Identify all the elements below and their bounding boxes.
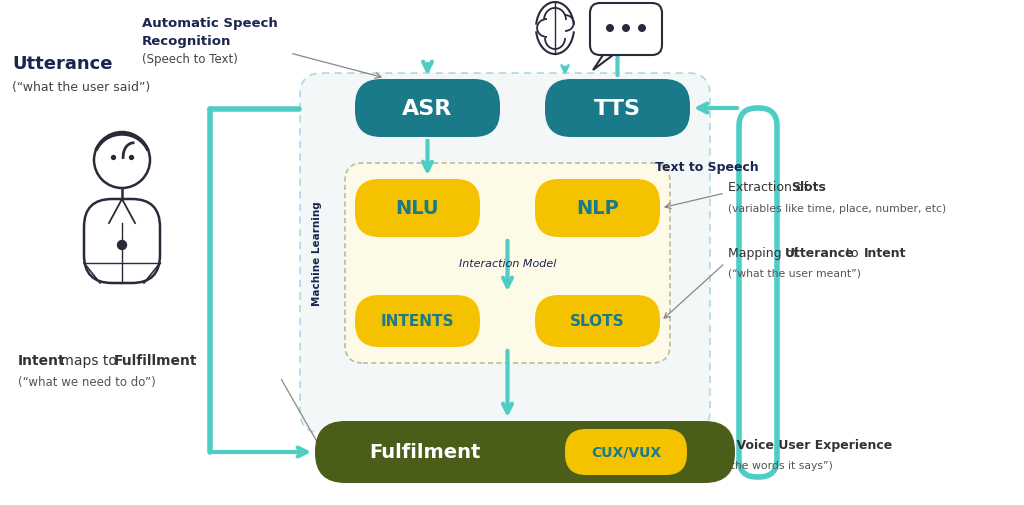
Text: Utterance: Utterance: [12, 55, 113, 73]
Text: INTENTS: INTENTS: [381, 314, 455, 329]
Text: (“how it sounds and the words it says”): (“how it sounds and the words it says”): [618, 460, 833, 470]
FancyBboxPatch shape: [545, 80, 690, 138]
Text: (Speech to Text): (Speech to Text): [142, 54, 238, 66]
Text: Mapping of: Mapping of: [728, 247, 802, 260]
FancyBboxPatch shape: [355, 295, 480, 347]
Text: SLOTS: SLOTS: [570, 314, 625, 329]
Text: Intent: Intent: [18, 354, 66, 367]
Text: Conversational / Voice User Experience: Conversational / Voice User Experience: [618, 439, 892, 451]
Text: Utterance: Utterance: [784, 247, 854, 260]
Text: Automatic Speech: Automatic Speech: [142, 18, 278, 30]
FancyBboxPatch shape: [535, 180, 660, 237]
Text: Machine Learning: Machine Learning: [312, 201, 322, 306]
FancyBboxPatch shape: [300, 74, 710, 433]
Text: Fulfilment: Fulfilment: [370, 442, 480, 462]
Polygon shape: [593, 56, 613, 71]
FancyBboxPatch shape: [590, 4, 662, 56]
FancyBboxPatch shape: [84, 199, 160, 283]
FancyBboxPatch shape: [355, 180, 480, 237]
Circle shape: [622, 25, 630, 33]
Text: Slots: Slots: [791, 181, 826, 194]
Text: Extraction of: Extraction of: [728, 181, 812, 194]
FancyBboxPatch shape: [535, 295, 660, 347]
Text: Interaction Model: Interaction Model: [459, 259, 556, 269]
Text: to: to: [842, 247, 862, 260]
Text: ASR: ASR: [402, 99, 453, 119]
Text: Fulfillment: Fulfillment: [114, 354, 198, 367]
Text: (variables like time, place, number, etc): (variables like time, place, number, etc…: [728, 204, 946, 214]
Circle shape: [606, 25, 614, 33]
FancyBboxPatch shape: [355, 80, 500, 138]
FancyBboxPatch shape: [345, 164, 670, 363]
Text: (“what we need to do”): (“what we need to do”): [18, 376, 156, 389]
Text: maps to: maps to: [56, 354, 121, 367]
Text: (“what the user said”): (“what the user said”): [12, 81, 151, 94]
FancyBboxPatch shape: [315, 421, 735, 483]
Circle shape: [118, 241, 127, 250]
Text: CUX/VUX: CUX/VUX: [591, 445, 662, 459]
Text: Text to Speech: Text to Speech: [655, 161, 759, 174]
Text: Recognition: Recognition: [142, 35, 231, 48]
FancyBboxPatch shape: [565, 429, 687, 475]
Text: NLP: NLP: [577, 199, 618, 218]
Text: TTS: TTS: [594, 99, 641, 119]
Text: NLU: NLU: [395, 199, 439, 218]
Text: (“what the user meant”): (“what the user meant”): [728, 269, 861, 278]
Text: Intent: Intent: [863, 247, 906, 260]
Circle shape: [638, 25, 646, 33]
